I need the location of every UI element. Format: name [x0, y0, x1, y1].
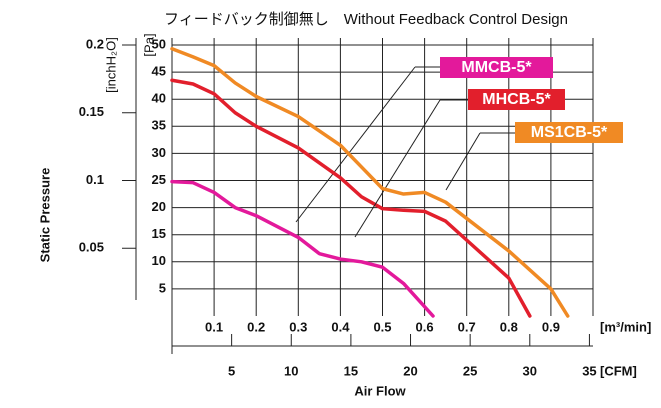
leader-line — [295, 66, 416, 223]
y-tick-label: 45 — [152, 64, 166, 79]
y2-tick-label: 0.05 — [79, 240, 104, 255]
y-tick-label: 10 — [152, 253, 166, 268]
series-line — [170, 179, 435, 318]
y2-tick-label: 0.1 — [86, 172, 104, 187]
x-tick-label: 0.2 — [247, 319, 265, 334]
y-tick-label: 25 — [152, 172, 166, 187]
y-tick-label: 20 — [152, 199, 166, 214]
x-tick-label: 0.9 — [542, 319, 560, 334]
x-tick-label: 0.5 — [373, 319, 391, 334]
legend-label: MS1CB-5* — [531, 124, 608, 141]
leader-line — [445, 132, 481, 191]
y-tick-label: 35 — [152, 118, 166, 133]
x2-tick-label: 30 — [523, 363, 537, 378]
y2-tick-label: 0.2 — [86, 36, 104, 51]
x2-unit: [CFM] — [600, 363, 637, 378]
legend-box — [515, 122, 623, 143]
x-tick-label: 0.1 — [205, 319, 223, 334]
legend-label: MMCB-5* — [461, 59, 532, 76]
x-tick-label: 0.3 — [289, 319, 307, 334]
y-tick-label: 5 — [159, 280, 166, 295]
series-line — [170, 47, 570, 318]
x2-tick-label: 25 — [463, 363, 477, 378]
y-axis-label: Static Pressure — [37, 168, 52, 263]
x2-tick-label: 10 — [284, 363, 298, 378]
x2-tick-label: 35 — [582, 363, 596, 378]
legend-box — [468, 89, 565, 110]
x-tick-label: 0.8 — [500, 319, 518, 334]
legend-box — [440, 57, 553, 78]
legend-label: MHCB-5* — [482, 91, 551, 108]
y2-tick-label: 0.15 — [79, 104, 104, 119]
y2-unit: [inchH₂O] — [103, 37, 118, 93]
x-tick-label: 0.4 — [331, 319, 350, 334]
x2-tick-label: 5 — [228, 363, 235, 378]
y-tick-label: 15 — [152, 226, 166, 241]
chart-title: フィードバック制御無し Without Feedback Control Des… — [164, 11, 568, 28]
series-line — [170, 78, 532, 318]
y-tick-label: 40 — [152, 91, 166, 106]
y-tick-label: 30 — [152, 145, 166, 160]
x2-tick-label: 15 — [344, 363, 358, 378]
x-axis-label: Air Flow — [354, 383, 406, 398]
x-unit: [m³/min] — [600, 319, 651, 334]
y-tick-label: 50 — [152, 36, 166, 51]
y-unit: [Pa] — [141, 33, 156, 56]
x-tick-label: 0.6 — [416, 319, 434, 334]
x-tick-label: 0.7 — [458, 319, 476, 334]
x2-tick-label: 20 — [403, 363, 417, 378]
leader-line — [354, 99, 441, 238]
